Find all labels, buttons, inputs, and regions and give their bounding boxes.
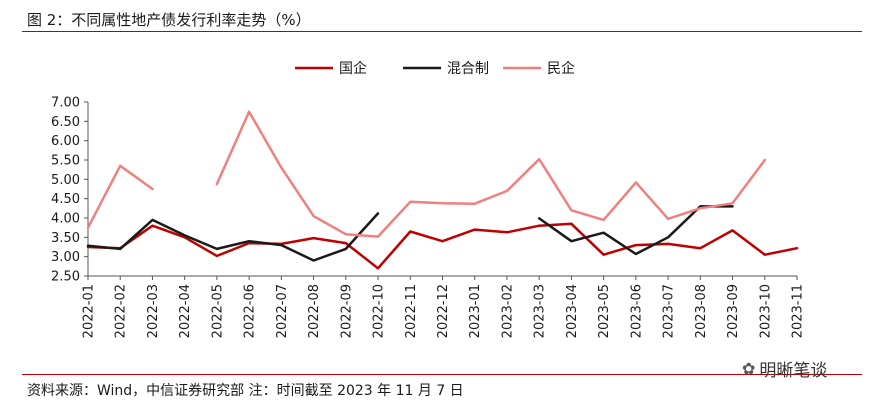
- chart-legend: 国企 混合制 民企: [295, 60, 575, 77]
- x-tick-label: 2022-12: [436, 284, 451, 338]
- watermark-text: 明晰笔谈: [759, 361, 828, 381]
- x-tick-label: 2022-04: [178, 284, 193, 338]
- series-layer: [86, 110, 799, 270]
- legend-label-2: 民企: [547, 60, 575, 77]
- x-tick-label: 2023-11: [791, 284, 806, 338]
- x-tick-label: 2023-10: [758, 284, 773, 338]
- x-tick-label: 2022-08: [307, 284, 322, 338]
- wechat-icon: ✿: [742, 359, 756, 378]
- bottom-divider: [22, 374, 862, 375]
- x-tick-label: 2022-01: [82, 284, 97, 338]
- y-tick-label: 3.00: [51, 250, 80, 265]
- series-line-2: [86, 110, 767, 238]
- y-tick-label: 6.00: [51, 134, 80, 149]
- x-tick-label: 2023-07: [662, 284, 677, 338]
- x-tick-label: 2023-02: [500, 284, 515, 338]
- y-axis: 7.00 6.50 6.00 5.50 5.00 4.50 4.00 3.50 3.00 2.50: [51, 96, 89, 285]
- legend-label-1: 混合制: [447, 61, 489, 77]
- x-tick-label: 2022-03: [146, 284, 161, 338]
- x-tick-label: 2023-09: [726, 284, 741, 338]
- x-tick-label: 2022-02: [114, 284, 129, 338]
- line-chart: 国企 混合制 民企 7.00 6.50 6.00 5.50 5.00 4.50 4.00 3.50…: [51, 60, 806, 338]
- top-divider: [22, 31, 862, 32]
- x-tick-label: 2023-06: [629, 284, 644, 338]
- x-tick-label: 2023-05: [597, 284, 612, 338]
- series-line-0: [86, 222, 799, 270]
- x-tick-label: 2022-05: [210, 284, 225, 338]
- y-tick-label: 5.50: [51, 154, 80, 169]
- y-tick-label: 6.50: [51, 115, 80, 130]
- y-tick-label: 4.00: [51, 212, 80, 227]
- y-tick-label: 5.00: [51, 173, 80, 188]
- figure-title: 图 2：不同属性地产债发行利率走势（%）: [27, 11, 311, 29]
- x-tick-label: 2023-08: [694, 284, 709, 338]
- watermark: ✿ 明晰笔谈: [742, 356, 827, 381]
- legend-label-0: 国企: [339, 60, 367, 77]
- x-tick-label: 2022-09: [339, 284, 354, 338]
- y-tick-label: 2.50: [51, 270, 80, 285]
- y-tick-label: 4.50: [51, 192, 80, 207]
- x-tick-label: 2022-07: [275, 284, 290, 338]
- x-tick-label: 2022-10: [372, 284, 387, 338]
- source-note: 资料来源：Wind，中信证券研究部 注：时间截至 2023 年 11 月 7 日: [27, 383, 464, 399]
- x-tick-label: 2023-03: [533, 284, 548, 338]
- x-tick-label: 2023-04: [565, 284, 580, 338]
- x-axis: 2022-01 2022-02 2022-03 2022-04 2022-05 2022-…: [82, 275, 806, 338]
- x-tick-label: 2023-01: [468, 284, 483, 338]
- y-tick-label: 7.00: [51, 96, 80, 111]
- y-tick-label: 3.50: [51, 231, 80, 246]
- x-tick-label: 2022-06: [243, 284, 258, 338]
- x-tick-label: 2022-11: [404, 284, 419, 338]
